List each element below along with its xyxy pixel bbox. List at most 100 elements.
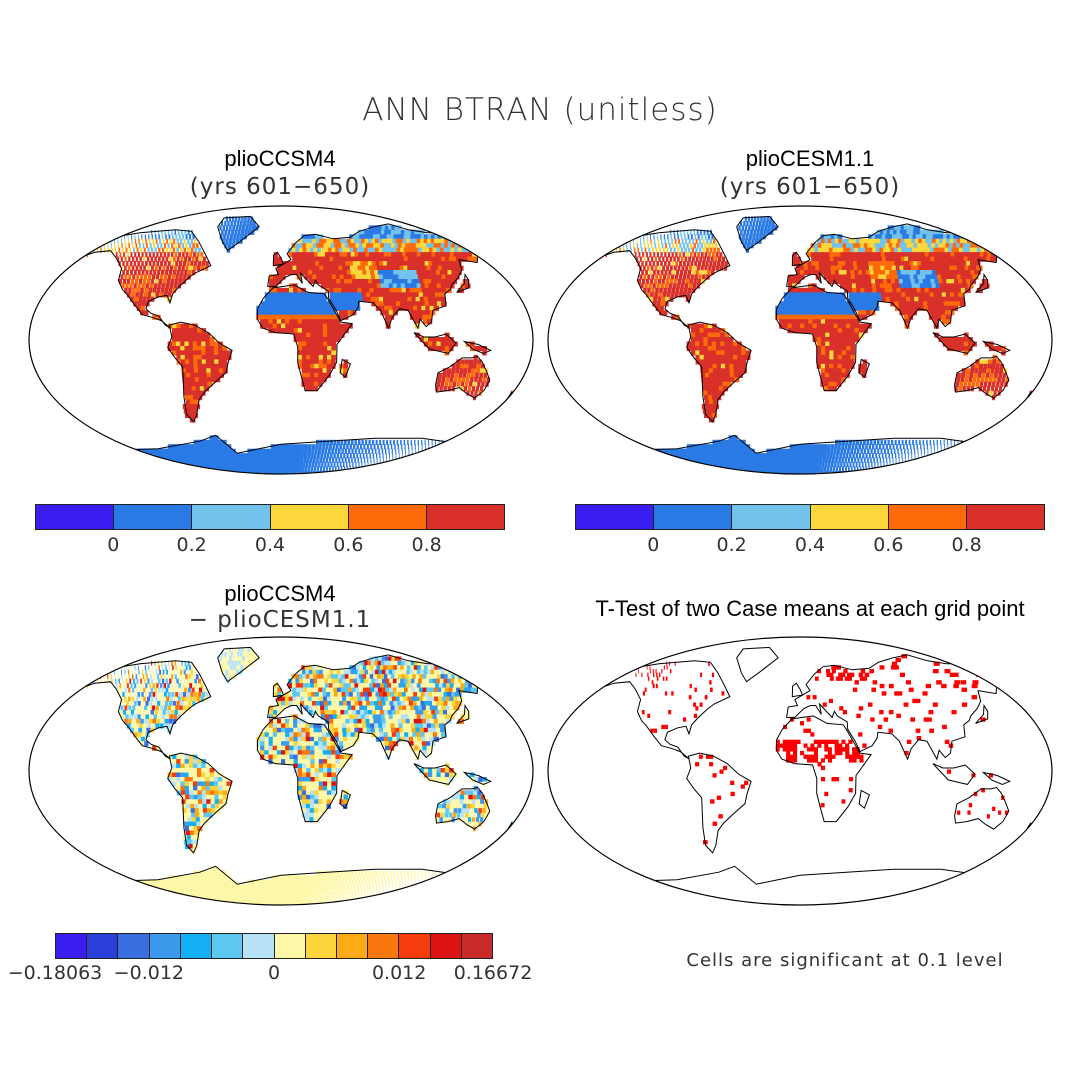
- ccsm4-cell: [331, 274, 337, 280]
- ccsm4-cell: [387, 243, 394, 249]
- ccsm4-cell: [239, 466, 244, 472]
- cesm11-cell: [640, 457, 649, 463]
- ccsm4-cell: [416, 283, 423, 289]
- cesm11-cell: [693, 252, 697, 258]
- ccsm4-cell: [272, 466, 276, 472]
- ccsm4-cell: [413, 310, 419, 316]
- ccsm4-cell: [472, 444, 474, 450]
- cesm11-cell: [982, 457, 986, 463]
- cesm11-cell: [950, 296, 957, 302]
- cesm11-cell: [883, 261, 889, 267]
- ccsm4-cell: [117, 238, 119, 244]
- ccsm4-cell: [176, 354, 182, 360]
- ccsm4-cell: [312, 270, 317, 276]
- ccsm4-cell: [413, 238, 420, 244]
- ccsm4-cell: [96, 238, 98, 244]
- ccsm4-cell: [110, 466, 120, 472]
- ccsm4-cell: [284, 270, 290, 276]
- cesm11-cell: [707, 390, 713, 396]
- ccsm4-cell: [387, 279, 394, 285]
- cesm11-cell: [795, 301, 801, 307]
- ccsm4-cell: [305, 372, 311, 378]
- cesm11-cell: [949, 265, 956, 271]
- ccsm4-cell: [378, 274, 385, 280]
- cesm11-cell: [681, 238, 684, 244]
- cesm11-cell: [948, 457, 951, 463]
- ccsm4-cell: [427, 346, 433, 352]
- cesm11-cell: [911, 256, 918, 262]
- cesm11-cell: [884, 287, 890, 293]
- ccsm4-cell: [192, 341, 198, 347]
- cesm11-cell: [696, 265, 700, 271]
- ccsm4-cell: [185, 234, 188, 240]
- ccsm4-cell: [221, 220, 224, 226]
- ccsm4-cell: [460, 462, 465, 468]
- cesm11-cell: [851, 279, 857, 285]
- ccsm4-cell: [164, 229, 166, 235]
- ccsm4-cell: [120, 274, 124, 280]
- cesm11-cell: [829, 310, 834, 316]
- ccsm4-cell: [352, 462, 354, 468]
- cesm11-cell: [619, 234, 621, 240]
- ccsm4-cell: [341, 287, 347, 293]
- ccsm4-cell: [247, 229, 251, 235]
- cesm11-cell: [841, 350, 847, 356]
- cesm11-cell: [890, 448, 893, 454]
- ccsm4-cell: [486, 243, 495, 249]
- ccsm4-cell: [304, 265, 309, 271]
- cesm11-cell: [991, 363, 996, 369]
- ccsm4-cell: [191, 270, 196, 276]
- cesm11-cell: [879, 261, 885, 267]
- ccsm4-cell: [233, 466, 239, 472]
- cesm11-cell: [845, 319, 851, 325]
- cesm11-cell: [800, 457, 804, 463]
- cesm11-cell: [828, 296, 834, 302]
- cesm11-cell: [695, 247, 698, 253]
- cesm11-cell: [895, 243, 902, 249]
- ccsm4-cell: [86, 448, 95, 454]
- cesm11-cell: [912, 270, 918, 276]
- cesm11-cell: [825, 314, 830, 320]
- cesm11-cell: [807, 265, 813, 271]
- cesm11-cell: [837, 354, 843, 360]
- cesm11-cell: [748, 234, 752, 240]
- ccsm4-cell: [339, 453, 343, 459]
- cesm11-cell: [877, 296, 883, 302]
- ccsm4-cell: [176, 341, 181, 347]
- ccsm4-cell: [306, 328, 311, 334]
- ccsm4-cell: [133, 247, 135, 253]
- cesm11-cell: [925, 274, 932, 280]
- cesm11-cell: [680, 247, 684, 253]
- cesm11-cell: [754, 453, 760, 459]
- ccsm4-cell: [486, 439, 489, 445]
- ccsm4-cell: [310, 354, 315, 360]
- ccsm4-cell: [190, 448, 197, 454]
- ccsm4-cell: [441, 274, 448, 280]
- cesm11-cell: [984, 341, 990, 347]
- ccsm4-cell: [415, 332, 421, 338]
- cesm11-cell: [825, 252, 831, 258]
- ccsm4-cell: [172, 287, 177, 293]
- ccsm4-cell: [439, 386, 443, 392]
- ccsm4-cell: [161, 234, 164, 240]
- ccsm4-cell: [381, 471, 383, 474]
- ccsm4-cell: [374, 238, 381, 244]
- ccsm4-cell: [268, 310, 274, 316]
- ccsm4-cell: [337, 243, 343, 249]
- ccsm4-cell: [414, 314, 420, 320]
- ccsm4-cell: [309, 457, 313, 463]
- cesm11-cell: [949, 453, 952, 459]
- cesm11-cell: [874, 274, 880, 280]
- cesm11-cell: [861, 444, 865, 450]
- ccsm4-cell: [189, 252, 193, 258]
- cesm11-cell: [971, 381, 976, 387]
- cesm11-cell: [904, 453, 906, 459]
- cesm11-cell: [934, 462, 937, 468]
- cesm11-cell: [673, 247, 676, 253]
- ccsm4-cell: [309, 301, 315, 307]
- ccsm4-cell: [219, 225, 222, 231]
- ccsm4-cell: [404, 270, 411, 276]
- ccsm4-cell: [316, 274, 322, 280]
- cesm11-cell: [784, 457, 789, 463]
- ccsm4-cell: [315, 234, 320, 240]
